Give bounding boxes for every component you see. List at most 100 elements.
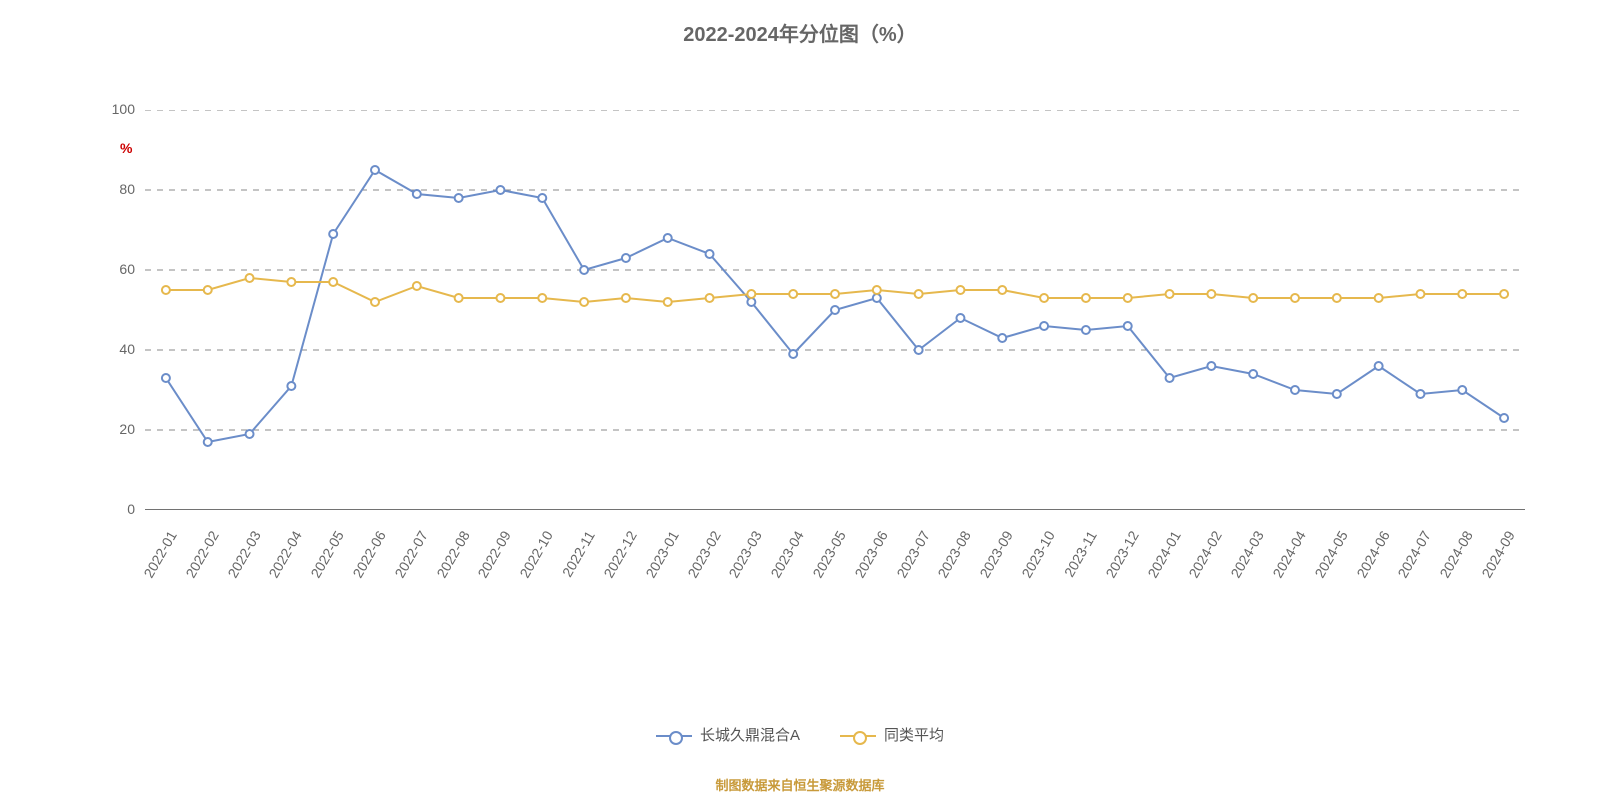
- series-marker: [1291, 386, 1299, 394]
- x-tick-label: 2022-05: [298, 528, 347, 597]
- series-marker: [706, 250, 714, 258]
- series-marker: [580, 266, 588, 274]
- series-marker: [1500, 290, 1508, 298]
- series-marker: [873, 294, 881, 302]
- legend-line-icon: [840, 735, 876, 737]
- y-tick-label: 80: [95, 181, 135, 197]
- series-marker: [789, 290, 797, 298]
- x-tick-label: 2023-10: [1009, 528, 1058, 597]
- series-marker: [1375, 362, 1383, 370]
- legend-dot-icon: [853, 731, 867, 745]
- series-marker: [162, 374, 170, 382]
- series-marker: [622, 294, 630, 302]
- y-tick-label: 0: [95, 501, 135, 517]
- x-tick-label: 2024-03: [1218, 528, 1267, 597]
- y-tick-label: 20: [95, 421, 135, 437]
- series-marker: [413, 190, 421, 198]
- series-marker: [831, 290, 839, 298]
- series-marker: [1291, 294, 1299, 302]
- legend-label: 同类平均: [884, 727, 944, 744]
- x-tick-label: 2023-04: [758, 528, 807, 597]
- series-marker: [1416, 290, 1424, 298]
- series-marker: [1124, 294, 1132, 302]
- series-marker: [580, 298, 588, 306]
- series-marker: [747, 290, 755, 298]
- series-marker: [1207, 362, 1215, 370]
- x-tick-label: 2024-05: [1302, 528, 1351, 597]
- plot-area: [145, 110, 1525, 510]
- series-marker: [789, 350, 797, 358]
- x-tick-label: 2024-04: [1260, 528, 1309, 597]
- series-marker: [1333, 294, 1341, 302]
- series-marker: [915, 346, 923, 354]
- footer-note: 制图数据来自恒生聚源数据库: [0, 775, 1600, 794]
- series-marker: [747, 298, 755, 306]
- y-tick-label: 40: [95, 341, 135, 357]
- series-marker: [622, 254, 630, 262]
- chart-container: 2022-2024年分位图（%） % 020406080100 2022-012…: [0, 0, 1600, 800]
- series-marker: [371, 166, 379, 174]
- series-marker: [998, 286, 1006, 294]
- series-marker: [1249, 370, 1257, 378]
- series-marker: [329, 230, 337, 238]
- series-marker: [956, 314, 964, 322]
- x-tick-label: 2024-09: [1469, 528, 1518, 597]
- series-marker: [371, 298, 379, 306]
- series-marker: [1166, 374, 1174, 382]
- x-tick-label: 2023-01: [633, 528, 682, 597]
- series-marker: [1458, 290, 1466, 298]
- series-marker: [162, 286, 170, 294]
- series-marker: [204, 286, 212, 294]
- series-marker: [1040, 322, 1048, 330]
- series-marker: [1333, 390, 1341, 398]
- series-marker: [1249, 294, 1257, 302]
- series-marker: [1082, 326, 1090, 334]
- y-tick-label: 60: [95, 261, 135, 277]
- series-marker: [413, 282, 421, 290]
- series-marker: [246, 430, 254, 438]
- series-marker: [1458, 386, 1466, 394]
- series-marker: [1166, 290, 1174, 298]
- series-marker: [538, 194, 546, 202]
- legend-item-0: 长城久鼎混合A: [656, 724, 800, 745]
- series-marker: [287, 278, 295, 286]
- x-tick-label: 2022-12: [591, 528, 640, 597]
- series-marker: [998, 334, 1006, 342]
- x-tick-label: 2023-06: [842, 528, 891, 597]
- series-marker: [664, 234, 672, 242]
- legend-item-1: 同类平均: [840, 724, 944, 745]
- series-marker: [1040, 294, 1048, 302]
- series-marker: [1416, 390, 1424, 398]
- x-tick-label: 2023-12: [1093, 528, 1142, 597]
- series-marker: [455, 294, 463, 302]
- x-tick-label: 2022-11: [549, 528, 598, 597]
- series-marker: [956, 286, 964, 294]
- series-marker: [455, 194, 463, 202]
- legend-dot-icon: [669, 731, 683, 745]
- series-marker: [831, 306, 839, 314]
- x-tick-label: 2022-01: [131, 528, 180, 597]
- series-marker: [915, 290, 923, 298]
- series-marker: [496, 294, 504, 302]
- legend-line-icon: [656, 735, 692, 737]
- x-tick-label: 2022-06: [340, 528, 389, 597]
- series-marker: [1375, 294, 1383, 302]
- series-marker: [538, 294, 546, 302]
- series-marker: [706, 294, 714, 302]
- y-axis-unit: %: [120, 140, 132, 156]
- y-tick-label: 100: [95, 101, 135, 117]
- series-marker: [329, 278, 337, 286]
- legend-label: 长城久鼎混合A: [700, 727, 800, 744]
- series-marker: [246, 274, 254, 282]
- series-marker: [1500, 414, 1508, 422]
- x-tick-label: 2022-07: [382, 528, 431, 597]
- series-marker: [1124, 322, 1132, 330]
- x-tick-label: 2023-05: [800, 528, 849, 597]
- x-tick-label: 2022-02: [173, 528, 222, 597]
- series-marker: [204, 438, 212, 446]
- chart-title: 2022-2024年分位图（%）: [0, 18, 1600, 47]
- series-marker: [496, 186, 504, 194]
- series-marker: [873, 286, 881, 294]
- series-marker: [664, 298, 672, 306]
- series-marker: [287, 382, 295, 390]
